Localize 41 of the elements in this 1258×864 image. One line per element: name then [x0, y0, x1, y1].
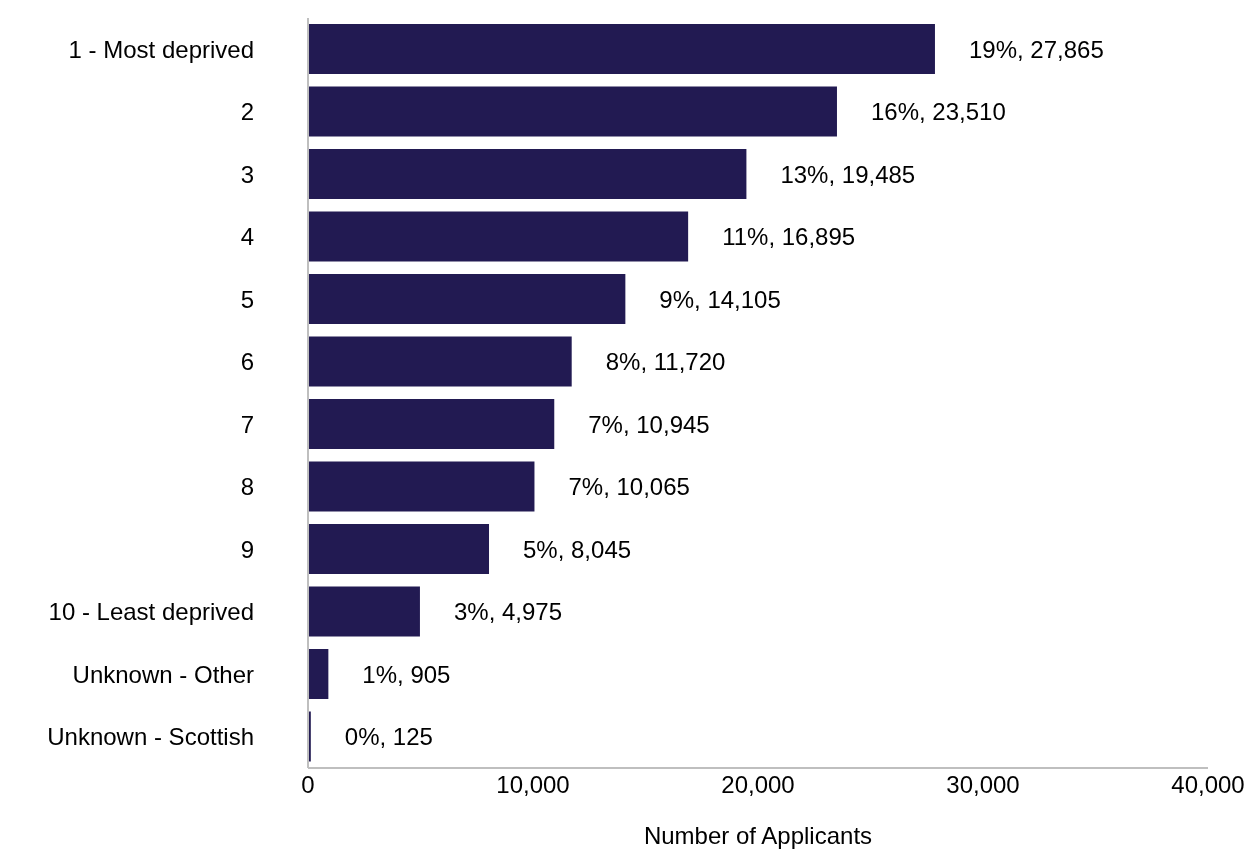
x-axis-title: Number of Applicants: [643, 822, 873, 849]
y-tick-label: 7: [240, 410, 254, 438]
y-tick-label: Unknown - Other: [72, 660, 255, 688]
y-tick-label: 1 - Most deprived: [68, 35, 254, 63]
bar: [308, 211, 689, 262]
y-tick-label: 5: [240, 285, 254, 313]
bar: [308, 336, 572, 387]
data-label: 7%, 10,945: [588, 410, 710, 438]
bar: [308, 86, 837, 137]
data-label: 9%, 14,105: [659, 285, 781, 313]
y-tick-label: 2: [240, 98, 254, 126]
data-label: 16%, 23,510: [870, 98, 1006, 126]
bar: [308, 149, 747, 199]
y-tick-label: 8: [240, 473, 254, 501]
data-label: 5%, 8,045: [523, 535, 632, 563]
y-tick-label: 3: [240, 160, 254, 188]
bar: [308, 24, 935, 74]
data-label: 11%, 16,895: [722, 223, 856, 251]
data-label: 7%, 10,065: [568, 473, 690, 501]
data-label: 0%, 125: [344, 723, 433, 751]
x-tick-label: 20,000: [721, 771, 795, 799]
y-tick-label: Unknown - Scottish: [47, 723, 254, 751]
data-label: 19%, 27,865: [968, 35, 1104, 63]
data-label: 3%, 4,975: [453, 598, 563, 626]
x-tick-label: 10,000: [496, 771, 570, 799]
x-tick-label: 0: [301, 771, 315, 799]
bar: [308, 649, 329, 699]
y-tick-label: 6: [240, 348, 254, 376]
x-tick-label: 30,000: [946, 771, 1020, 799]
data-label: 13%, 19,485: [780, 160, 916, 188]
bar: [308, 274, 626, 324]
bar: [308, 399, 555, 449]
data-label: 8%, 11,720: [605, 348, 726, 376]
x-tick-label: 40,000: [1171, 771, 1245, 799]
bar: [308, 524, 490, 574]
bar: [308, 586, 420, 637]
y-tick-label: 4: [240, 223, 254, 251]
data-label: 1%, 905: [362, 660, 451, 688]
bar: [308, 461, 535, 512]
y-tick-label: 10 - Least deprived: [48, 598, 254, 626]
y-tick-label: 9: [240, 535, 254, 563]
